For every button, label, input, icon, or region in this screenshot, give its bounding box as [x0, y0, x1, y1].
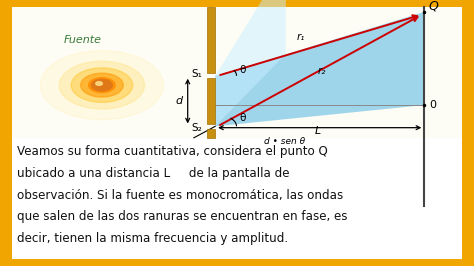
Text: S₂: S₂ — [191, 123, 202, 133]
Circle shape — [71, 68, 133, 102]
Circle shape — [89, 78, 115, 93]
Text: d • sen θ: d • sen θ — [264, 137, 305, 146]
Text: 0: 0 — [429, 100, 436, 110]
Text: S₁: S₁ — [191, 69, 202, 80]
Text: Veamos su forma cuantitativa, considera el punto Q: Veamos su forma cuantitativa, considera … — [17, 145, 328, 158]
FancyBboxPatch shape — [207, 7, 215, 73]
FancyBboxPatch shape — [207, 129, 215, 138]
Circle shape — [59, 61, 145, 109]
Text: r₁: r₁ — [296, 32, 305, 42]
Text: L: L — [314, 126, 321, 136]
Text: Fuente: Fuente — [64, 35, 102, 45]
Text: Q: Q — [429, 0, 439, 12]
FancyBboxPatch shape — [12, 7, 462, 259]
Circle shape — [91, 79, 112, 91]
FancyBboxPatch shape — [12, 138, 462, 259]
Text: ubicado a una distancia L     de la pantalla de: ubicado a una distancia L de la pantalla… — [17, 167, 289, 180]
Text: θ: θ — [239, 65, 246, 74]
Text: θ: θ — [239, 113, 246, 123]
Text: que salen de las dos ranuras se encuentran en fase, es: que salen de las dos ranuras se encuentr… — [17, 210, 347, 223]
Polygon shape — [215, 0, 286, 126]
Text: d: d — [175, 96, 183, 106]
FancyBboxPatch shape — [207, 78, 215, 124]
Circle shape — [96, 82, 102, 85]
Circle shape — [81, 73, 123, 97]
FancyBboxPatch shape — [12, 7, 462, 138]
Polygon shape — [215, 12, 424, 126]
Text: decir, tienen la misma frecuencia y amplitud.: decir, tienen la misma frecuencia y ampl… — [17, 232, 288, 245]
Text: r₂: r₂ — [318, 65, 326, 76]
Text: observación. Si la fuente es monocromática, las ondas: observación. Si la fuente es monocromáti… — [17, 189, 343, 202]
Circle shape — [40, 51, 164, 120]
